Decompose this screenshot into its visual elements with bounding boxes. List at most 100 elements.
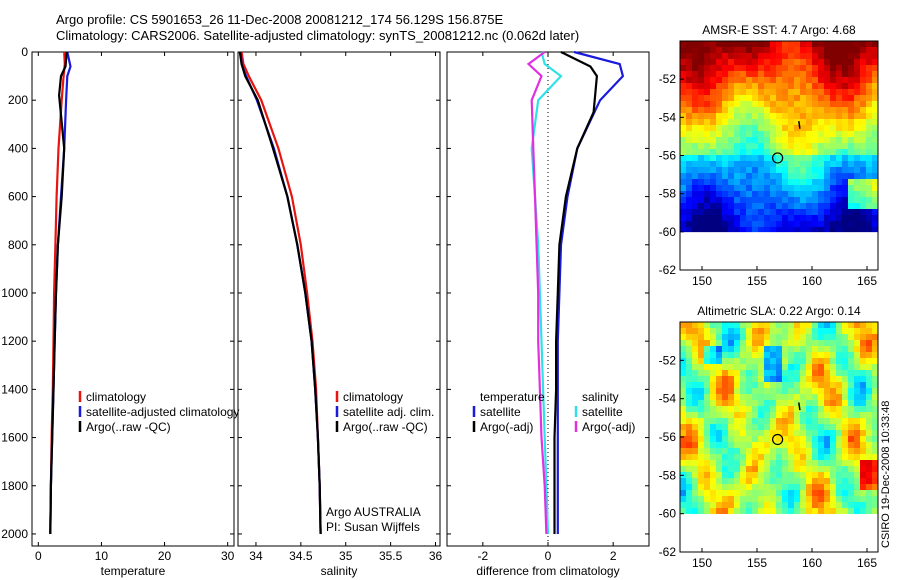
map-cell bbox=[866, 346, 873, 353]
map-cell bbox=[698, 113, 705, 120]
map-cell bbox=[866, 71, 873, 78]
map-cell bbox=[818, 137, 825, 144]
map-cell bbox=[872, 466, 879, 473]
map-cell bbox=[704, 167, 711, 174]
map-cell bbox=[800, 334, 807, 341]
map-cell bbox=[704, 137, 711, 144]
map-cell bbox=[776, 478, 783, 485]
map-cell bbox=[776, 113, 783, 120]
map-cell bbox=[794, 137, 801, 144]
map-cell bbox=[842, 221, 849, 228]
map-cell bbox=[770, 47, 777, 54]
map-cell bbox=[680, 436, 687, 443]
map-cell bbox=[812, 412, 819, 419]
map-cell bbox=[806, 484, 813, 491]
map-cell bbox=[836, 328, 843, 335]
map-cell bbox=[854, 131, 861, 138]
map-cell bbox=[854, 161, 861, 168]
map-cell bbox=[794, 442, 801, 449]
map-cell bbox=[776, 496, 783, 503]
map-cell bbox=[746, 173, 753, 180]
map-cell bbox=[704, 400, 711, 407]
map-cell bbox=[782, 436, 789, 443]
map-cell bbox=[692, 65, 699, 72]
map-cell bbox=[704, 119, 711, 126]
map-cell bbox=[770, 334, 777, 341]
map-cell bbox=[872, 227, 879, 233]
map-cell bbox=[836, 454, 843, 461]
map-cell bbox=[686, 179, 693, 186]
map-cell bbox=[734, 95, 741, 102]
map-cell bbox=[854, 448, 861, 455]
map-cell bbox=[710, 358, 717, 365]
map-cell bbox=[782, 95, 789, 102]
map-cell bbox=[680, 490, 687, 497]
map-cell bbox=[710, 173, 717, 180]
map-cell bbox=[740, 412, 747, 419]
map-cell bbox=[710, 71, 717, 78]
map-cell bbox=[860, 328, 867, 335]
map-cell bbox=[842, 442, 849, 449]
map-cell bbox=[704, 113, 711, 120]
map-cell bbox=[860, 191, 867, 198]
map-cell bbox=[788, 59, 795, 66]
map-cell bbox=[722, 137, 729, 144]
map-cell bbox=[788, 95, 795, 102]
map-cell bbox=[698, 53, 705, 60]
map-cell bbox=[758, 460, 765, 467]
map-cell bbox=[788, 143, 795, 150]
map-cell bbox=[680, 65, 687, 72]
x-tick-label: -2 bbox=[478, 549, 489, 563]
map-cell bbox=[698, 173, 705, 180]
map-cell bbox=[716, 203, 723, 210]
map-cell bbox=[788, 197, 795, 204]
map-cell bbox=[806, 191, 813, 198]
map-cell bbox=[752, 352, 759, 359]
map-cell bbox=[812, 215, 819, 222]
map-cell bbox=[836, 352, 843, 359]
map-cell bbox=[692, 209, 699, 216]
map-cell bbox=[776, 448, 783, 455]
map-cell bbox=[728, 322, 735, 329]
map-cell bbox=[842, 71, 849, 78]
map-cell bbox=[728, 370, 735, 377]
map-cell bbox=[782, 77, 789, 84]
map-cell bbox=[872, 382, 879, 389]
map-cell bbox=[854, 382, 861, 389]
map-cell bbox=[758, 346, 765, 353]
map-cell bbox=[722, 364, 729, 371]
map-cell bbox=[704, 203, 711, 210]
map-cell bbox=[854, 388, 861, 395]
map-cell bbox=[872, 173, 879, 180]
map-cell bbox=[830, 203, 837, 210]
map-cell bbox=[836, 448, 843, 455]
map-cell bbox=[710, 478, 717, 485]
map-cell bbox=[698, 137, 705, 144]
map-cell bbox=[740, 71, 747, 78]
map-cell bbox=[866, 113, 873, 120]
map-cell bbox=[866, 185, 873, 192]
map-cell bbox=[734, 400, 741, 407]
map-cell bbox=[812, 346, 819, 353]
map-cell bbox=[842, 382, 849, 389]
map-cell bbox=[680, 137, 687, 144]
map-cell bbox=[794, 496, 801, 503]
map-cell bbox=[866, 508, 873, 514]
map-cell bbox=[734, 161, 741, 168]
map-cell bbox=[788, 71, 795, 78]
map-cell bbox=[776, 53, 783, 60]
map-cell bbox=[812, 406, 819, 413]
map-cell bbox=[872, 484, 879, 491]
map-cell bbox=[866, 466, 873, 473]
map-cell bbox=[854, 346, 861, 353]
map-cell bbox=[692, 436, 699, 443]
map-cell bbox=[758, 143, 765, 150]
map-cell bbox=[764, 376, 771, 383]
map-cell bbox=[686, 47, 693, 54]
map-cell bbox=[686, 71, 693, 78]
map-cell bbox=[770, 460, 777, 467]
map-cell bbox=[710, 472, 717, 479]
map-cell bbox=[734, 322, 741, 329]
map-cell bbox=[770, 370, 777, 377]
map-cell bbox=[818, 59, 825, 66]
